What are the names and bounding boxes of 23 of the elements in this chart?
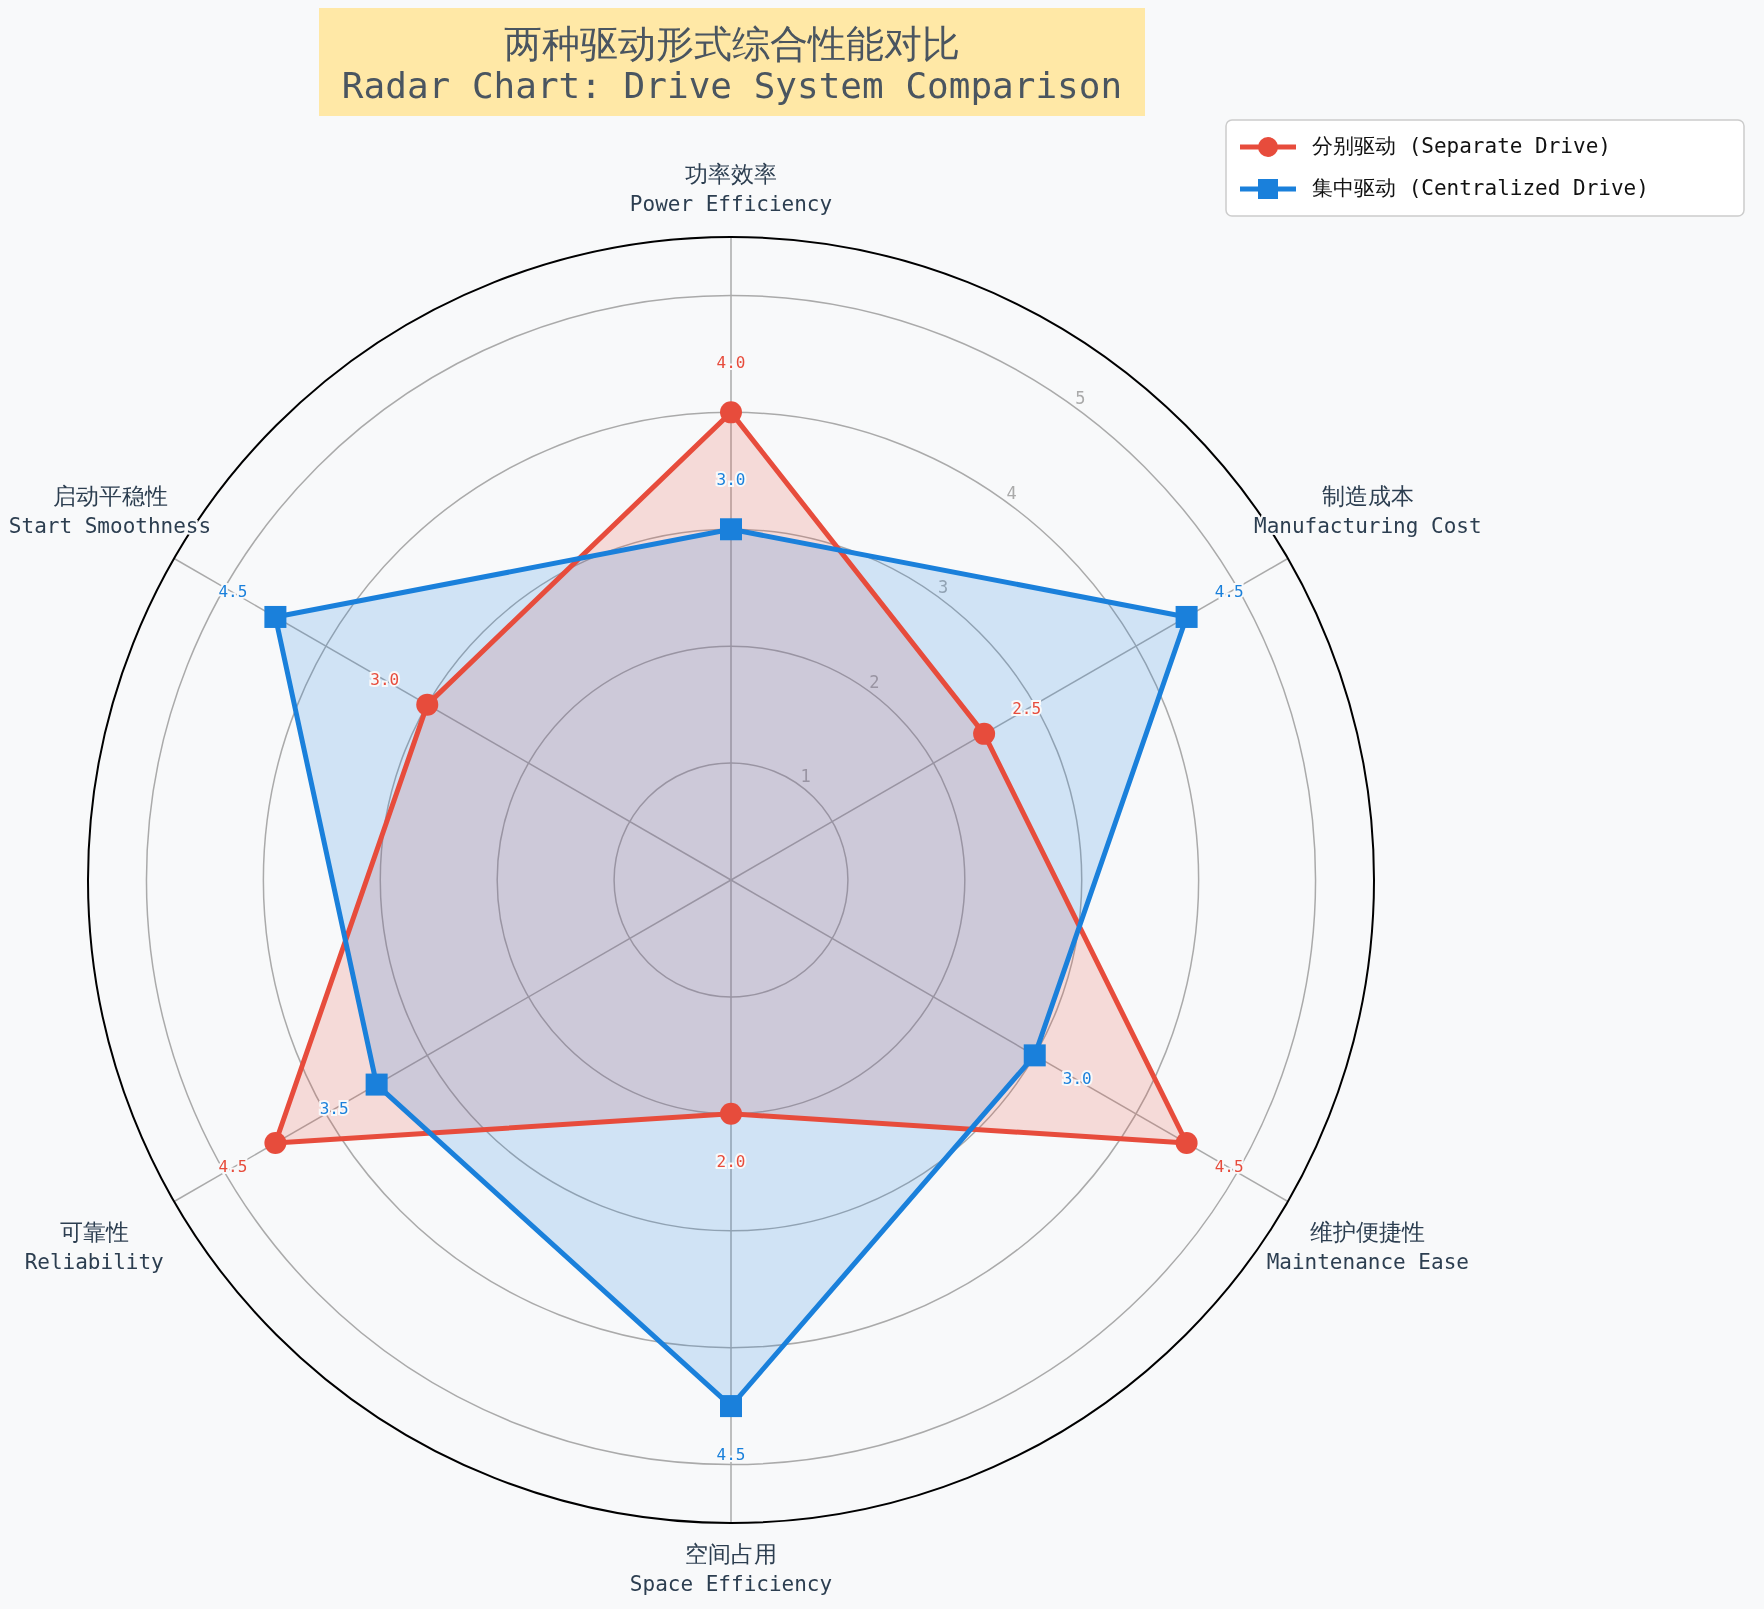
data-label: 4.5 [1214,1157,1244,1177]
y-tick-label: 3 [937,577,949,598]
spoke-label: 功率效率 Power Efficiency [629,160,833,217]
chart-subtitle: Radar Chart: Drive System Comparison [341,65,1123,106]
spoke-label: 维护便捷性 Maintenance Ease [1266,1218,1469,1274]
data-label: 3.0 [1062,1069,1092,1089]
legend-label: 集中驱动 (Centralized Drive) [1312,176,1649,200]
chart-title: 两种驱动形式综合性能对比 [504,21,960,66]
data-label: 3.0 [716,469,746,489]
data-label: 3.5 [319,1098,349,1118]
data-label: 4.5 [1214,581,1244,601]
data-label: 3.0 [370,669,400,689]
y-tick-label: 4 [1006,482,1017,503]
data-label: 2.5 [1012,698,1042,718]
legend-label: 分别驱动 (Separate Drive) [1312,134,1611,158]
spoke-label: 可靠性 Reliability [24,1218,164,1274]
data-label: 2.0 [716,1152,746,1172]
data-label: 4.0 [716,352,746,372]
data-label: 4.5 [716,1444,746,1464]
data-label: 4.5 [218,1157,248,1177]
data-label: 4.5 [218,581,248,601]
spoke-label: 空间占用 Space Efficiency [629,1540,833,1596]
y-tick-label: 5 [1075,388,1086,408]
